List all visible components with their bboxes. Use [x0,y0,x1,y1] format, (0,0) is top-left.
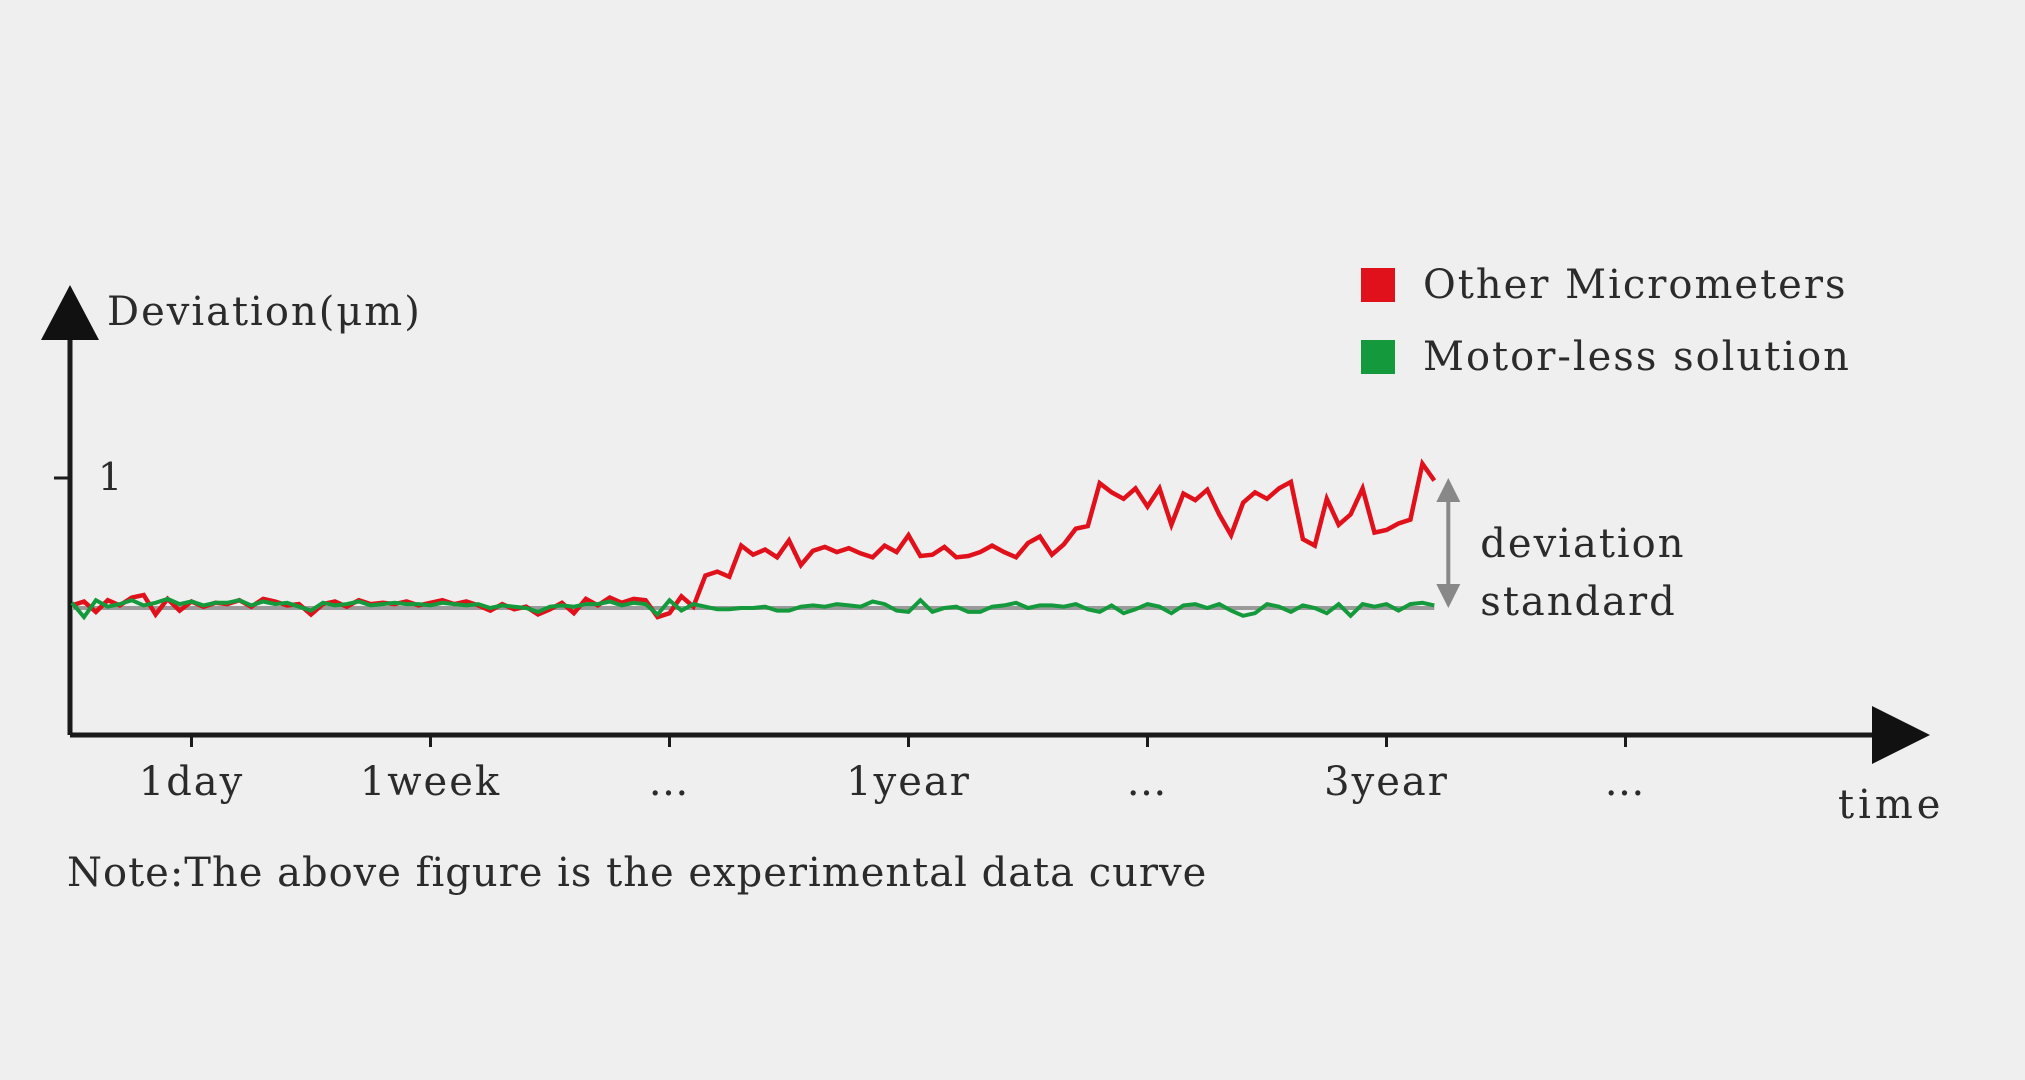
deviation-arrow-head-bottom [1436,584,1461,608]
legend-label: Motor-less solution [1423,334,1851,380]
axes: 1 1day 1week … 1year … 3year … [41,285,1930,805]
y-axis-arrow [41,285,99,340]
series-line-motor-less-solution [70,596,1435,621]
x-tick-label: 1week [360,759,501,805]
series-group [70,458,1437,621]
annotation-label: deviation [1480,521,1685,567]
x-tick-label: 1day [139,759,245,805]
series-line-other-micrometers [71,458,1437,620]
annotation-label: standard [1480,579,1676,625]
x-tick-label: 1year [846,759,971,805]
x-tick-label: … [1127,759,1169,805]
x-axis-label: time [1838,782,1944,828]
legend-swatch [1361,340,1395,374]
chart-note: Note:The above figure is the experimenta… [67,850,1207,896]
y-axis-label: Deviation(μm) [107,289,422,335]
legend: Other Micrometers Motor-less solution [1361,262,1851,380]
legend-swatch [1361,268,1395,302]
x-tick-label: … [649,759,691,805]
deviation-arrow-head-top [1436,478,1461,502]
y-tick-label: 1 [98,455,122,499]
x-axis-arrow [1872,706,1930,764]
annotation-group: deviation standard [1436,478,1685,625]
x-tick-label: … [1605,759,1647,805]
legend-label: Other Micrometers [1423,262,1848,308]
x-tick-label: 3year [1324,759,1449,805]
